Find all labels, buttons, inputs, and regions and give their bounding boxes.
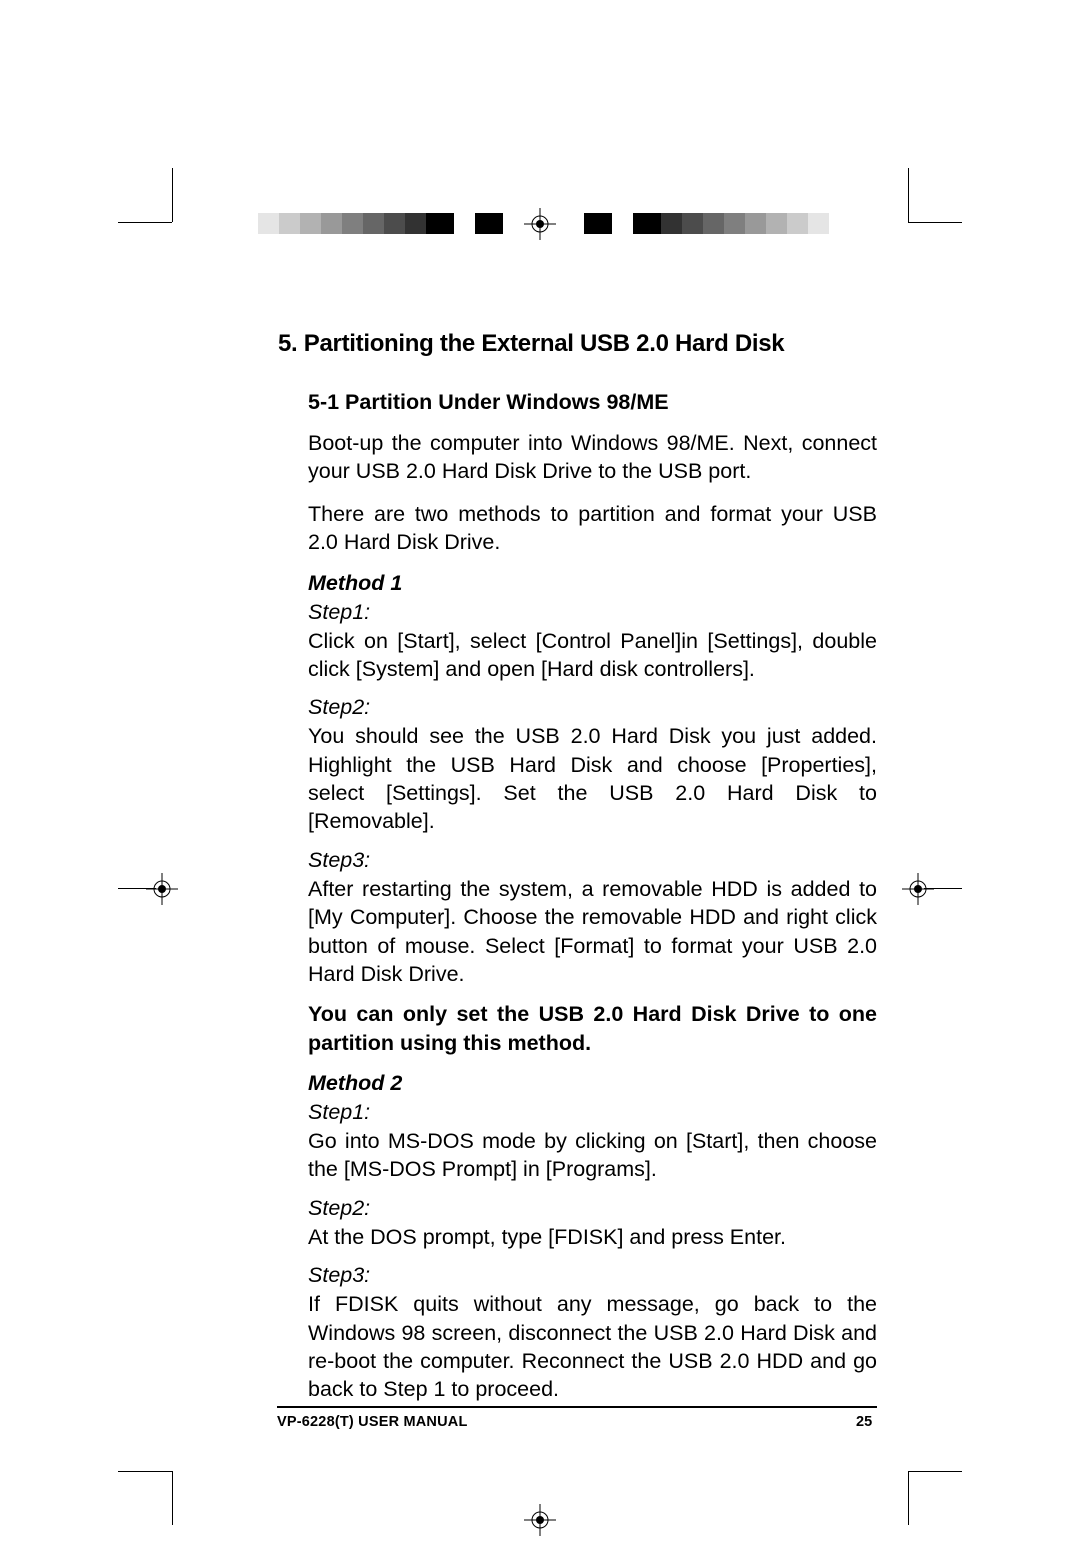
color-swatch bbox=[405, 213, 426, 234]
content-area: 5. Partitioning the External USB 2.0 Har… bbox=[278, 330, 877, 1416]
color-swatch bbox=[829, 213, 850, 234]
crop-mark bbox=[908, 168, 909, 222]
crop-mark bbox=[118, 1471, 172, 1472]
color-swatch bbox=[787, 213, 808, 234]
color-swatch bbox=[475, 213, 503, 234]
step-label: Step1: bbox=[308, 1100, 877, 1125]
color-swatch bbox=[703, 213, 724, 234]
color-swatch bbox=[279, 213, 300, 234]
step-label: Step3: bbox=[308, 1263, 877, 1288]
color-swatch bbox=[300, 213, 321, 234]
step-label: Step2: bbox=[308, 1196, 877, 1221]
intro-paragraph: Boot-up the computer into Windows 98/ME.… bbox=[308, 429, 877, 486]
crop-mark bbox=[172, 168, 173, 222]
sub-section-title: 5-1 Partition Under Windows 98/ME bbox=[308, 390, 877, 415]
color-swatch bbox=[766, 213, 787, 234]
step-label: Step3: bbox=[308, 848, 877, 873]
color-swatch bbox=[682, 213, 703, 234]
color-swatch bbox=[426, 213, 454, 234]
step-body: You should see the USB 2.0 Hard Disk you… bbox=[308, 722, 877, 836]
color-swatch bbox=[724, 213, 745, 234]
crop-mark bbox=[908, 1471, 909, 1525]
step-body: At the DOS prompt, type [FDISK] and pres… bbox=[308, 1223, 877, 1251]
step-label: Step2: bbox=[308, 695, 877, 720]
color-bar-left bbox=[237, 213, 503, 234]
color-swatch bbox=[661, 213, 682, 234]
method-title: Method 2 bbox=[308, 1071, 877, 1096]
footer-page-number: 25 bbox=[856, 1414, 872, 1430]
registration-mark-icon bbox=[146, 873, 178, 905]
registration-mark-icon bbox=[524, 1504, 556, 1536]
page: 5. Partitioning the External USB 2.0 Har… bbox=[0, 0, 1080, 1528]
color-swatch bbox=[321, 213, 342, 234]
registration-mark-icon bbox=[902, 873, 934, 905]
color-swatch bbox=[237, 213, 258, 234]
color-swatch bbox=[454, 213, 475, 234]
color-swatch bbox=[384, 213, 405, 234]
color-swatch bbox=[808, 213, 829, 234]
crop-mark bbox=[172, 1471, 173, 1525]
step-body: After restarting the system, a removable… bbox=[308, 875, 877, 989]
method-title: Method 1 bbox=[308, 571, 877, 596]
step-label: Step1: bbox=[308, 600, 877, 625]
footer-rule bbox=[277, 1406, 877, 1408]
registration-mark-icon bbox=[524, 208, 556, 240]
step-body: If FDISK quits without any message, go b… bbox=[308, 1290, 877, 1404]
footer-label: VP-6228(T) USER MANUAL bbox=[277, 1414, 468, 1430]
color-swatch bbox=[612, 213, 633, 234]
color-swatch bbox=[633, 213, 661, 234]
color-swatch bbox=[584, 213, 612, 234]
color-bar-right bbox=[584, 213, 850, 234]
method-note: You can only set the USB 2.0 Hard Disk D… bbox=[308, 1000, 877, 1057]
crop-mark bbox=[908, 222, 962, 223]
step-body: Go into MS-DOS mode by clicking on [Star… bbox=[308, 1127, 877, 1184]
crop-mark bbox=[908, 1471, 962, 1472]
intro-paragraph: There are two methods to partition and f… bbox=[308, 500, 877, 557]
color-swatch bbox=[258, 213, 279, 234]
color-swatch bbox=[342, 213, 363, 234]
color-swatch bbox=[745, 213, 766, 234]
step-body: Click on [Start], select [Control Panel]… bbox=[308, 627, 877, 684]
color-swatch bbox=[363, 213, 384, 234]
crop-mark bbox=[118, 222, 172, 223]
section-title: 5. Partitioning the External USB 2.0 Har… bbox=[278, 330, 877, 358]
